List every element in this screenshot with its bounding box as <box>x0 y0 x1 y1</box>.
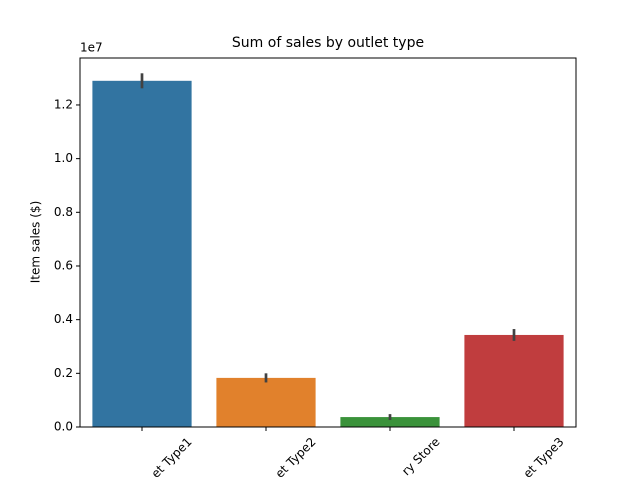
bar <box>464 334 564 427</box>
y-tick-label: 0.6 <box>54 258 73 272</box>
bar <box>92 80 192 427</box>
y-tick-label: 1.0 <box>54 151 73 165</box>
y-tick-label: 0.4 <box>54 312 73 326</box>
plot-frame <box>79 57 577 428</box>
x-tick-label: et Type3 <box>521 435 567 480</box>
y-tick-label: 0.0 <box>54 420 73 434</box>
y-axis-label: Item sales ($) <box>29 201 43 284</box>
x-tick-label: et Type2 <box>273 435 319 480</box>
y-tick-label: 0.8 <box>54 205 73 219</box>
y-offset-label: 1e7 <box>80 41 103 55</box>
x-tick-label: et Type1 <box>149 435 195 480</box>
bar <box>340 417 440 427</box>
y-tick-label: 1.2 <box>54 97 73 111</box>
bar <box>216 377 316 427</box>
y-tick-label: 0.2 <box>54 366 73 380</box>
chart-title: Sum of sales by outlet type <box>232 35 424 51</box>
x-tick-label: ry Store <box>399 435 443 479</box>
